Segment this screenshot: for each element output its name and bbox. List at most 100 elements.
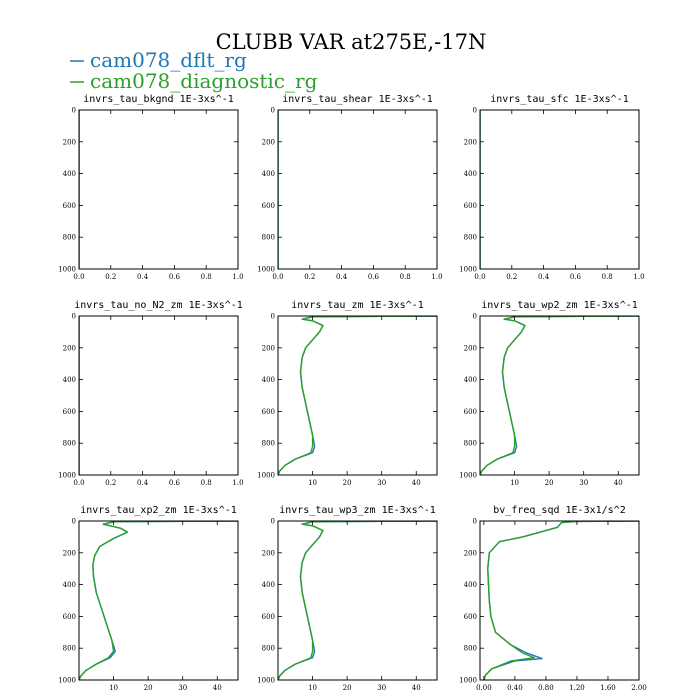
plot-frame [277, 315, 438, 476]
panel-title: invrs_tau_sfc 1E-3xs^-1 [490, 94, 628, 105]
y-tick-label: 800 [464, 234, 477, 242]
x-tick-label: 0.2 [105, 479, 116, 487]
y-tick-label: 1000 [257, 472, 275, 480]
y-tick-label: 0 [271, 313, 275, 321]
series-group [480, 316, 639, 475]
legend: cam078_dflt_rg cam078_diagnostic_rg [70, 48, 318, 93]
x-tick-label: 20 [343, 479, 352, 487]
x-tick-label: 10 [109, 684, 118, 692]
series-line-1 [278, 521, 437, 680]
series-group [278, 316, 437, 475]
y-tick-label: 1000 [58, 472, 76, 480]
x-tick-label: 30 [178, 684, 187, 692]
y-tick-label: 1000 [58, 677, 76, 685]
x-tick-label: 20 [343, 684, 352, 692]
plot-frame [78, 109, 239, 270]
x-tick-label: 20 [545, 479, 554, 487]
panel-title: invrs_tau_zm 1E-3xs^-1 [291, 300, 423, 311]
x-tick-label: 0.4 [137, 479, 149, 487]
x-tick-label: 1.0 [633, 273, 644, 281]
x-tick-label: 0.0 [272, 273, 283, 281]
x-tick-label: 40 [213, 684, 222, 692]
x-tick-label: 10 [510, 479, 519, 487]
y-tick-label: 1000 [459, 266, 477, 274]
x-tick-label: 30 [377, 684, 386, 692]
y-tick-label: 1000 [257, 677, 275, 685]
plot-frame [277, 109, 438, 270]
y-tick-label: 400 [262, 581, 275, 589]
x-tick-label: 30 [377, 479, 386, 487]
panel-grid: invrs_tau_bkgnd 1E-3xs^-1020040060080010… [58, 94, 647, 692]
x-tick-label: 0.8 [400, 273, 411, 281]
y-tick-label: 600 [464, 202, 477, 210]
y-tick-label: 400 [63, 170, 76, 178]
figure-title: CLUBB VAR at275E,-17N [216, 30, 487, 54]
y-tick-label: 200 [63, 344, 76, 352]
x-tick-label: 0.6 [570, 273, 582, 281]
y-tick-label: 800 [63, 440, 76, 448]
y-tick-label: 1000 [257, 266, 275, 274]
y-tick-label: 200 [464, 344, 477, 352]
panel-3: invrs_tau_sfc 1E-3xs^-1 0 200 400 600 800 1000… [459, 94, 644, 281]
y-tick-label: 400 [63, 581, 76, 589]
x-tick-label: 0.8 [201, 479, 212, 487]
x-tick-label: 0.4 [137, 273, 149, 281]
series-line-1 [278, 316, 437, 475]
plot-frame [78, 520, 239, 681]
series-line-2 [278, 316, 437, 475]
y-tick-label: 600 [464, 613, 477, 621]
y-tick-label: 200 [464, 549, 477, 557]
series-line-1 [480, 316, 639, 475]
legend-label-diagnostic: cam078_diagnostic_rg [90, 69, 318, 93]
x-tick-label: 0.0 [73, 273, 84, 281]
x-tick-label: 1.0 [232, 479, 243, 487]
panel-7: invrs_tau_xp2_zm 1E-3xs^-1 0 200 400 600 800 1… [58, 505, 239, 692]
x-tick-label: 1.60 [600, 684, 616, 692]
panel-title: invrs_tau_bkgnd 1E-3xs^-1 [83, 94, 234, 105]
y-tick-label: 1000 [58, 266, 76, 274]
y-tick-label: 800 [262, 234, 275, 242]
panel-title: invrs_tau_shear 1E-3xs^-1 [282, 94, 433, 105]
panel-title: invrs_tau_wp3_zm 1E-3xs^-1 [279, 505, 436, 516]
y-tick-label: 0 [473, 518, 477, 526]
x-tick-label: 0.80 [538, 684, 554, 692]
panel-5: invrs_tau_zm 1E-3xs^-1 0 200 400 600 800 1000 1… [257, 300, 438, 487]
panel-title: invrs_tau_wp2_zm 1E-3xs^-1 [481, 300, 638, 311]
y-tick-label: 200 [262, 138, 275, 146]
plot-frame [479, 520, 640, 681]
y-tick-label: 600 [262, 613, 275, 621]
x-tick-label: 10 [308, 684, 317, 692]
x-tick-label: 0.8 [602, 273, 613, 281]
panel-9: bv_freq_sqd 1E-3x1/s^2020040060080010000… [459, 505, 647, 692]
y-tick-label: 600 [262, 408, 275, 416]
y-tick-label: 1000 [459, 472, 477, 480]
x-tick-label: 0.4 [336, 273, 348, 281]
panel-4: invrs_tau_no_N2_zm 1E-3xs^-1 0 200 400 600 80… [58, 300, 243, 487]
series-group [483, 521, 639, 680]
y-tick-label: 0 [72, 518, 76, 526]
x-tick-label: 0.0 [474, 273, 485, 281]
y-tick-label: 200 [464, 138, 477, 146]
y-tick-label: 800 [464, 645, 477, 653]
series-line-2 [278, 521, 437, 680]
y-tick-label: 0 [473, 313, 477, 321]
x-tick-label: 0.6 [169, 479, 181, 487]
y-tick-label: 400 [262, 170, 275, 178]
panel-6: invrs_tau_wp2_zm 1E-3xs^-1 0 200 400 600 800 1… [459, 300, 640, 487]
series-group [278, 521, 437, 680]
plot-frame [479, 109, 640, 270]
y-tick-label: 200 [262, 344, 275, 352]
panel-title: invrs_tau_xp2_zm 1E-3xs^-1 [80, 505, 237, 516]
panel-1: invrs_tau_bkgnd 1E-3xs^-1 0 200 400 600 800 10… [58, 94, 243, 281]
x-tick-label: 30 [579, 479, 588, 487]
x-tick-label: 0.8 [201, 273, 212, 281]
y-tick-label: 800 [262, 645, 275, 653]
x-tick-label: 0.4 [538, 273, 550, 281]
y-tick-label: 600 [262, 202, 275, 210]
y-tick-label: 0 [473, 107, 477, 115]
y-tick-label: 600 [63, 408, 76, 416]
y-tick-label: 400 [262, 376, 275, 384]
y-tick-label: 800 [464, 440, 477, 448]
y-tick-label: 600 [63, 202, 76, 210]
x-tick-label: 2.00 [631, 684, 647, 692]
